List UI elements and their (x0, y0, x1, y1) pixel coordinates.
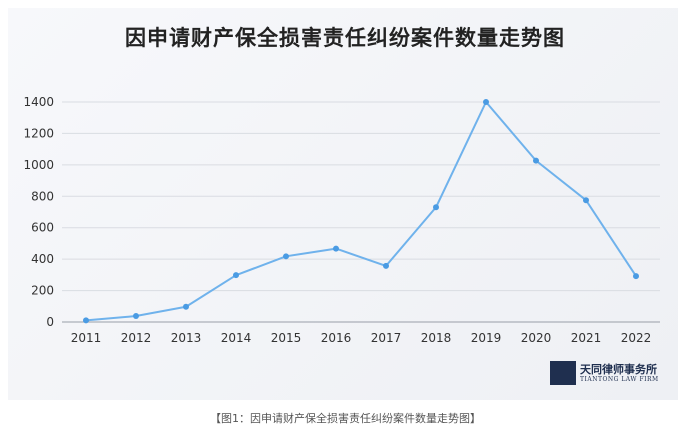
x-tick-label: 2021 (571, 331, 602, 345)
data-point (333, 245, 339, 252)
y-tick-label: 800 (31, 189, 54, 203)
chart-card (8, 8, 678, 400)
data-point (433, 204, 439, 211)
watermark-chinese: 天同律师事务所 (580, 362, 657, 376)
data-point (183, 303, 189, 310)
data-point (83, 317, 89, 324)
watermark-logo: 天同律师事务所 TIANTONG LAW FIRM (550, 361, 665, 385)
data-point (133, 313, 139, 320)
chart-title: 因申请财产保全损害责任纠纷案件数量走势图 (125, 25, 565, 50)
x-tick-label: 2019 (471, 331, 502, 345)
law-firm-seal-icon (550, 361, 576, 385)
x-tick-label: 2015 (271, 331, 302, 345)
x-tick-label: 2012 (121, 331, 152, 345)
data-point (233, 272, 239, 279)
data-point (583, 197, 589, 204)
y-tick-label: 400 (31, 252, 54, 266)
data-point (283, 253, 289, 260)
x-tick-label: 2022 (621, 331, 652, 345)
x-tick-label: 2014 (221, 331, 252, 345)
x-tick-label: 2018 (421, 331, 452, 345)
x-tick-label: 2013 (171, 331, 202, 345)
y-tick-label: 1200 (23, 126, 54, 140)
y-tick-label: 200 (31, 284, 54, 298)
x-tick-label: 2020 (521, 331, 552, 345)
data-point (533, 157, 539, 164)
y-tick-label: 0 (46, 315, 54, 329)
y-tick-label: 1000 (23, 158, 54, 172)
data-point (483, 99, 489, 105)
data-point (633, 273, 639, 280)
data-point (383, 262, 389, 269)
y-tick-label: 600 (31, 221, 54, 235)
x-tick-label: 2017 (371, 331, 402, 345)
x-tick-label: 2016 (321, 331, 352, 345)
watermark-english: TIANTONG LAW FIRM (580, 375, 659, 383)
figure-caption: 【图1：因申请财产保全损害责任纠纷案件数量走势图】 (210, 412, 481, 425)
series-line (85, 101, 637, 322)
y-tick-label: 1400 (23, 95, 54, 109)
x-tick-label: 2011 (71, 331, 102, 345)
